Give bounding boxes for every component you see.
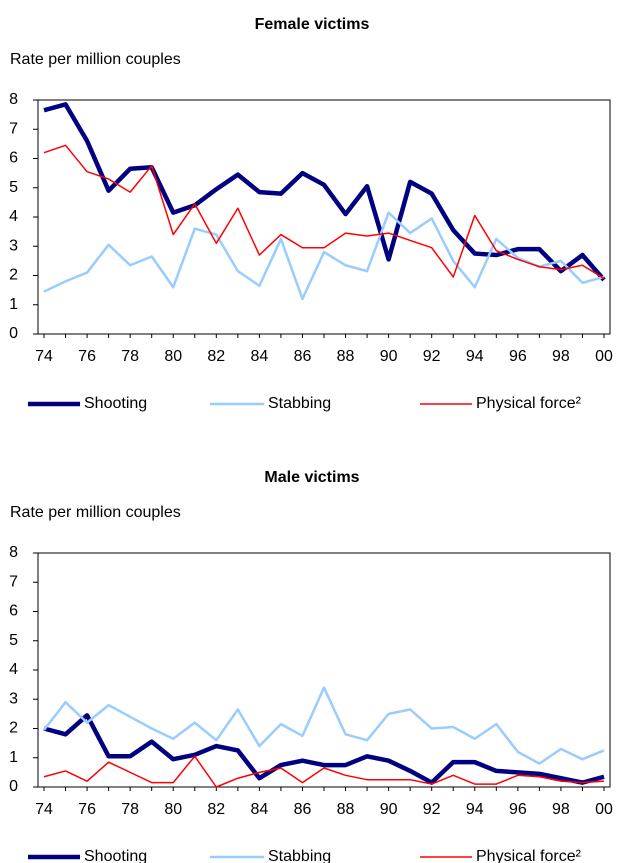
x-tick-label: 80 (164, 348, 182, 365)
legend-label: Shooting (84, 848, 147, 863)
x-tick-label: 96 (509, 801, 527, 818)
x-tick-label: 92 (423, 348, 441, 365)
y-tick-label: 0 (9, 778, 18, 795)
y-tick-label: 4 (9, 208, 18, 225)
y-tick-label: 2 (9, 720, 18, 737)
y-tick-label: 6 (9, 603, 18, 620)
x-tick-label: 86 (294, 348, 312, 365)
x-tick-label: 76 (78, 348, 96, 365)
x-tick-label: 88 (337, 801, 355, 818)
y-tick-label: 7 (9, 120, 18, 137)
x-tick-label: 88 (337, 348, 355, 365)
x-tick-label: 90 (380, 801, 398, 818)
y-tick-label: 5 (9, 179, 18, 196)
legend-label: Shooting (84, 395, 147, 412)
legend-label: Physical force² (476, 848, 582, 863)
x-tick-label: 80 (164, 801, 182, 818)
x-tick-label: 00 (595, 348, 613, 365)
y-tick-label: 5 (9, 632, 18, 649)
x-tick-label: 78 (121, 801, 139, 818)
y-tick-label: 6 (9, 150, 18, 167)
series-line (43, 144, 605, 280)
series-line (43, 686, 605, 765)
x-tick-label: 98 (552, 801, 570, 818)
x-tick-label: 90 (380, 348, 398, 365)
y-tick-label: 3 (9, 690, 18, 707)
x-tick-label: 98 (552, 348, 570, 365)
x-tick-label: 84 (250, 348, 268, 365)
series-line (43, 211, 605, 301)
series-line (43, 713, 605, 785)
chart-title: Male victims (264, 469, 359, 486)
series-line (43, 755, 605, 788)
x-tick-label: 94 (466, 348, 484, 365)
y-tick-label: 7 (9, 573, 18, 590)
x-tick-label: 76 (78, 801, 96, 818)
x-tick-label: 78 (121, 348, 139, 365)
axis-label: Rate per million couples (10, 504, 181, 521)
y-tick-label: 0 (9, 325, 18, 342)
y-tick-label: 3 (9, 237, 18, 254)
x-tick-label: 96 (509, 348, 527, 365)
x-tick-label: 74 (35, 801, 53, 818)
y-tick-label: 8 (9, 544, 18, 561)
y-tick-label: 4 (9, 661, 18, 678)
x-tick-label: 92 (423, 801, 441, 818)
legend-label: Physical force² (476, 395, 582, 412)
axis-label: Rate per million couples (10, 51, 181, 68)
x-tick-label: 84 (250, 801, 268, 818)
legend-label: Stabbing (268, 395, 331, 412)
legend-label: Stabbing (268, 848, 331, 863)
x-tick-label: 00 (595, 801, 613, 818)
plot-frame (37, 552, 611, 788)
x-tick-label: 82 (207, 348, 225, 365)
x-tick-label: 94 (466, 801, 484, 818)
x-tick-label: 74 (35, 348, 53, 365)
y-tick-label: 1 (9, 296, 18, 313)
y-tick-label: 8 (9, 91, 18, 108)
x-tick-label: 86 (294, 801, 312, 818)
y-tick-label: 2 (9, 267, 18, 284)
y-tick-label: 1 (9, 749, 18, 766)
chart-title: Female victims (255, 16, 370, 33)
plot-frame (37, 99, 611, 335)
x-tick-label: 82 (207, 801, 225, 818)
